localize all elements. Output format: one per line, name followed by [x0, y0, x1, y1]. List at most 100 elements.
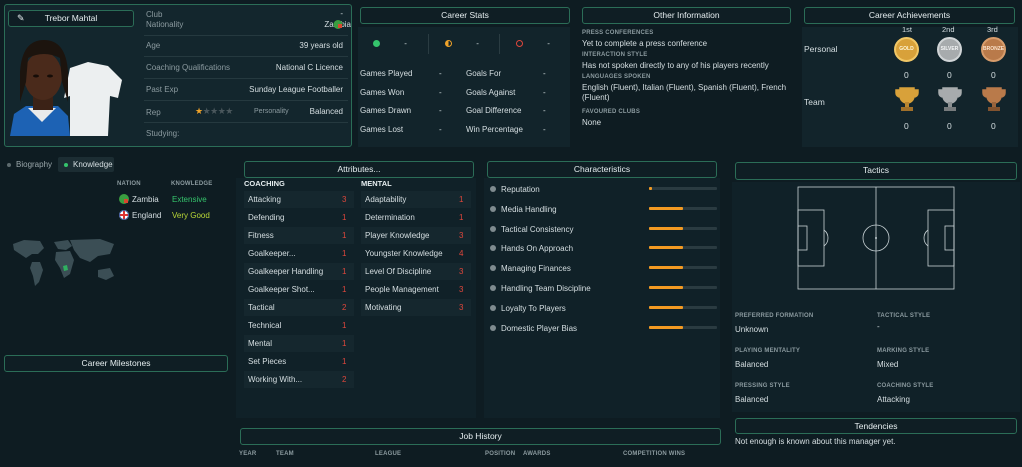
attribute-name: People Management	[365, 285, 439, 294]
first-label: 1st	[902, 25, 913, 34]
team-third-count: 0	[991, 121, 996, 131]
tendencies-header[interactable]: Tendencies	[735, 418, 1017, 434]
attribute-row[interactable]: Goalkeeper Handling 1	[244, 263, 354, 280]
separator	[499, 34, 500, 54]
stat-value: -	[439, 106, 442, 115]
attribute-row[interactable]: Motivating 3	[361, 299, 471, 316]
knowledge-header: KNOWLEDGE	[171, 181, 213, 187]
col-team[interactable]: TEAM	[276, 451, 294, 457]
attribute-row[interactable]: Working With... 2	[244, 371, 354, 388]
info-icon	[490, 205, 496, 212]
draw-dot-icon	[445, 40, 452, 48]
characteristic-bar	[649, 266, 717, 270]
tab-knowledge[interactable]: Knowledge	[58, 157, 114, 172]
attribute-row[interactable]: Adaptability 1	[361, 191, 471, 208]
attribute-name: Adaptability	[365, 195, 407, 204]
info-icon	[490, 324, 496, 331]
characteristic-bar	[649, 286, 717, 289]
win-dot-icon	[373, 40, 380, 48]
career-milestones-header[interactable]: Career Milestones	[4, 355, 228, 372]
characteristic-row[interactable]: Loyalty To Players	[488, 303, 718, 317]
tactical-style-value: -	[877, 322, 880, 331]
bronze-trophy-icon	[982, 87, 1006, 111]
nation-header: NATION	[117, 181, 141, 187]
characteristic-row[interactable]: Handling Team Discipline	[488, 283, 718, 297]
losses-summary: -	[516, 39, 550, 48]
attribute-value: 3	[342, 195, 347, 204]
attribute-row[interactable]: Attacking 3	[244, 191, 354, 208]
info-icon	[490, 265, 496, 272]
attributes-header[interactable]: Attributes...	[244, 161, 474, 178]
characteristic-row[interactable]: Managing Finances	[488, 263, 718, 277]
attribute-row[interactable]: Technical 1	[244, 317, 354, 334]
tactics-header[interactable]: Tactics	[735, 162, 1017, 180]
characteristic-row[interactable]: Domestic Player Bias	[488, 323, 718, 337]
stat-value: -	[543, 106, 546, 115]
characteristic-name: Domestic Player Bias	[501, 323, 578, 333]
attribute-name: Fitness	[248, 231, 274, 240]
attribute-value: 1	[342, 285, 347, 294]
personal-label: Personal	[804, 44, 838, 54]
star-half-icon: ★	[195, 106, 203, 116]
pressing-style-value: Balanced	[735, 395, 769, 404]
characteristic-row[interactable]: Media Handling	[488, 204, 718, 218]
mental-label: MENTAL	[361, 179, 392, 188]
marking-style-value: Mixed	[877, 360, 899, 369]
col-competition-wins[interactable]: COMPETITION WINS	[623, 451, 686, 457]
attribute-row[interactable]: People Management 3	[361, 281, 471, 298]
attribute-row[interactable]: Fitness 1	[244, 227, 354, 244]
attribute-row[interactable]: Level Of Discipline 3	[361, 263, 471, 280]
attribute-row[interactable]: Goalkeeper Shot... 1	[244, 281, 354, 298]
stat-value: -	[543, 69, 546, 78]
col-position[interactable]: POSITION	[485, 451, 516, 457]
tab-biography[interactable]: Biography	[7, 160, 52, 169]
attribute-name: Level Of Discipline	[365, 267, 432, 276]
tendencies-text: Not enough is known about this manager y…	[735, 437, 896, 446]
manager-name-button[interactable]: ✎ Trebor Mahtal	[8, 10, 134, 27]
team-second-count: 0	[947, 121, 952, 131]
favoured-clubs-value: None	[582, 118, 602, 127]
characteristic-row[interactable]: Reputation	[488, 184, 718, 198]
career-stats-header[interactable]: Career Stats	[360, 7, 570, 24]
attribute-row[interactable]: Tactical 2	[244, 299, 354, 316]
col-league[interactable]: LEAGUE	[375, 451, 402, 457]
job-history-header[interactable]: Job History	[240, 428, 721, 445]
zambia-flag-icon	[119, 194, 129, 204]
characteristic-row[interactable]: Hands On Approach	[488, 243, 718, 257]
characteristics-header[interactable]: Characteristics	[487, 161, 717, 178]
characteristic-name: Handling Team Discipline	[501, 284, 591, 293]
team-label: Team	[804, 97, 825, 107]
tactical-style-label: TACTICAL STYLE	[877, 313, 931, 319]
team-first-count: 0	[904, 121, 909, 131]
divider	[144, 35, 348, 36]
attribute-row[interactable]: Set Pieces 1	[244, 353, 354, 370]
past-exp-label: Past Exp	[146, 85, 179, 94]
characteristic-bar	[649, 325, 717, 329]
achievements-header[interactable]: Career Achievements	[804, 7, 1015, 24]
stat-label: Games Lost	[360, 124, 404, 134]
club-value: -	[340, 9, 343, 18]
attribute-row[interactable]: Player Knowledge 3	[361, 227, 471, 244]
rep-label: Rep	[146, 108, 161, 117]
attribute-row[interactable]: Goalkeeper... 1	[244, 245, 354, 262]
attribute-row[interactable]: Determination 1	[361, 209, 471, 226]
attribute-row[interactable]: Defending 1	[244, 209, 354, 226]
attribute-name: Defending	[248, 213, 285, 222]
attribute-row[interactable]: Mental 1	[244, 335, 354, 352]
col-year[interactable]: YEAR	[239, 451, 257, 457]
characteristic-row[interactable]: Tactical Consistency	[488, 224, 718, 238]
attribute-value: 1	[342, 339, 347, 348]
info-icon	[490, 285, 496, 291]
other-info-header[interactable]: Other Information	[582, 7, 791, 24]
languages-label: LANGUAGES SPOKEN	[582, 74, 651, 80]
characteristic-bar	[649, 226, 717, 230]
attribute-row[interactable]: Youngster Knowledge 4	[361, 245, 471, 262]
col-awards[interactable]: AWARDS	[523, 451, 551, 457]
personality-value: Balanced	[309, 107, 343, 116]
characteristic-name: Loyalty To Players	[501, 303, 566, 313]
star-icon: ★★★★	[202, 106, 234, 116]
zambia-flag-icon	[333, 20, 343, 29]
second-label: 2nd	[942, 25, 955, 34]
knowledge-zambia: Extensive	[172, 195, 207, 204]
press-value: Yet to complete a press conference	[582, 39, 708, 48]
